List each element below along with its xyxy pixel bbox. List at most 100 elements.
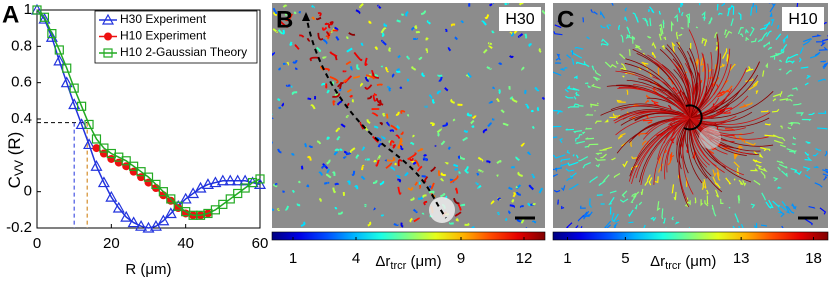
tracer-track xyxy=(820,42,827,47)
data-point xyxy=(158,187,168,197)
tracer-track xyxy=(572,154,575,157)
tracer-track xyxy=(498,62,503,66)
tracer-track xyxy=(364,76,370,82)
tracer-track xyxy=(712,176,719,185)
tracer-track xyxy=(648,177,653,186)
tracer-track xyxy=(423,175,429,183)
tracer-track xyxy=(559,68,565,72)
tracer-track xyxy=(634,259,637,269)
tracer-track xyxy=(430,182,435,190)
tracer-track xyxy=(459,155,466,161)
tracer-track xyxy=(599,243,603,247)
tracer-track xyxy=(430,121,436,125)
tracer-track xyxy=(689,111,723,120)
tracer-track xyxy=(706,195,709,205)
tracer-track xyxy=(804,156,813,161)
tracer-track xyxy=(293,11,297,15)
tracer-track xyxy=(355,9,361,15)
tracer-track xyxy=(457,155,461,160)
tracer-track xyxy=(753,222,758,228)
tracer-track xyxy=(298,11,302,14)
tracer-track xyxy=(550,67,552,69)
tracer-track xyxy=(553,31,563,36)
tracer-track xyxy=(281,102,285,107)
tracer-track xyxy=(695,58,699,65)
y-tick-label: -0.2 xyxy=(6,219,32,236)
tracer-track xyxy=(661,64,691,119)
tracer-track xyxy=(786,148,797,153)
tracer-track xyxy=(782,34,789,42)
tracer-track xyxy=(409,217,413,223)
tracer-track xyxy=(317,12,322,17)
tracer-track xyxy=(721,89,730,96)
tracer-track xyxy=(680,27,684,30)
tracer-track xyxy=(671,86,678,92)
data-point xyxy=(54,45,64,55)
tracer-track xyxy=(575,154,579,159)
tracer-track xyxy=(701,37,707,42)
tracer-track xyxy=(787,126,792,130)
tracer-track xyxy=(573,75,578,80)
tracer-track xyxy=(276,207,280,212)
tracer-track xyxy=(689,112,771,126)
tracer-track xyxy=(638,78,691,119)
tracer-track xyxy=(764,123,771,126)
tracer-track xyxy=(740,223,744,228)
tracer-track xyxy=(803,166,811,172)
tracer-track xyxy=(620,104,691,119)
image-label: H10 xyxy=(788,11,817,28)
tracer-track xyxy=(290,153,295,156)
tracer-track xyxy=(800,66,809,69)
tracer-track xyxy=(389,129,395,132)
tracer-track xyxy=(468,3,471,8)
tracer-track xyxy=(689,61,760,119)
particle xyxy=(699,127,721,149)
tracer-track xyxy=(802,38,812,43)
tracer-track xyxy=(658,23,664,35)
tracer-track xyxy=(651,41,657,49)
tracer-track xyxy=(774,139,784,144)
tracer-track xyxy=(556,53,561,58)
tracer-track xyxy=(773,56,776,60)
tracer-track xyxy=(760,146,768,152)
tracer-track xyxy=(600,43,609,46)
tracer-track xyxy=(745,36,750,42)
colorbar-tick-label: 1 xyxy=(289,250,297,267)
tracer-track xyxy=(575,225,579,228)
tracer-track xyxy=(555,57,561,61)
tracer-track xyxy=(585,82,589,85)
tracer-track xyxy=(318,197,322,203)
tracer-track xyxy=(729,63,736,72)
tracer-track xyxy=(342,156,347,160)
data-point xyxy=(105,190,118,202)
tracer-track xyxy=(375,97,384,106)
tracer-track xyxy=(460,203,466,207)
tracer-track xyxy=(356,64,360,70)
tracer-track xyxy=(444,161,449,165)
tracer-track xyxy=(334,206,338,210)
tracer-track xyxy=(754,5,758,13)
tracer-track xyxy=(599,245,600,248)
tracer-track xyxy=(531,125,535,130)
tracer-track xyxy=(697,227,699,228)
tracer-track xyxy=(804,151,809,157)
tracer-track xyxy=(714,182,721,189)
tracer-track xyxy=(326,136,331,140)
data-point xyxy=(253,178,267,189)
tracer-track xyxy=(413,159,420,167)
tracer-track xyxy=(366,119,371,124)
tracer-track xyxy=(294,67,298,70)
tracer-track xyxy=(689,117,730,125)
tracer-track xyxy=(326,89,330,94)
tracer-track xyxy=(630,165,639,171)
tracer-track xyxy=(563,66,568,70)
tracer-track xyxy=(732,225,736,228)
tracer-track xyxy=(689,95,749,119)
tracer-track xyxy=(442,121,449,127)
y-tick-label: 0.8 xyxy=(11,37,32,54)
tracer-track xyxy=(509,55,514,59)
tracer-track xyxy=(277,98,281,102)
tracer-track xyxy=(820,60,826,63)
tracer-track xyxy=(546,133,548,134)
tracer-track xyxy=(385,121,391,127)
